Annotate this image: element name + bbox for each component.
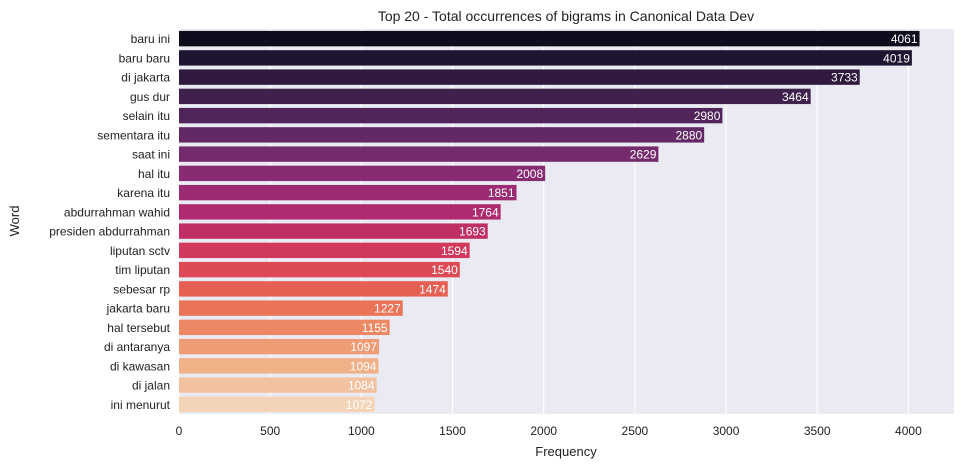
y-tick-label: di kawasan bbox=[110, 359, 170, 373]
x-tick-label: 500 bbox=[260, 424, 280, 438]
bar-value-label: 1540 bbox=[431, 263, 458, 277]
bar-value-label: 2980 bbox=[694, 109, 721, 123]
bar-value-label: 3464 bbox=[782, 90, 809, 104]
y-tick-label: sebesar rp bbox=[113, 282, 170, 296]
y-tick-label: di antaranya bbox=[104, 340, 170, 354]
bar-value-label: 4061 bbox=[891, 32, 918, 46]
y-tick-label: di jakarta bbox=[121, 71, 170, 85]
plot-background bbox=[179, 29, 954, 414]
bar bbox=[179, 127, 705, 143]
bar bbox=[179, 300, 403, 316]
bar-value-label: 1084 bbox=[348, 379, 375, 393]
bars bbox=[179, 30, 920, 413]
y-tick-label: tim liputan bbox=[115, 263, 170, 277]
bar bbox=[179, 242, 470, 259]
y-tick-label: hal itu bbox=[138, 167, 170, 181]
x-tick-label: 1000 bbox=[348, 424, 375, 438]
bar bbox=[179, 69, 860, 85]
bar-value-label: 1094 bbox=[350, 359, 377, 373]
y-tick-label: abdurrahman wahid bbox=[64, 205, 170, 219]
y-axis-label: Word bbox=[7, 206, 22, 237]
bar-value-label: 1227 bbox=[374, 302, 401, 316]
bar-value-label: 1594 bbox=[441, 244, 468, 258]
bar-value-label: 3733 bbox=[831, 71, 858, 85]
bar bbox=[179, 396, 375, 413]
y-tick-label: ini menurut bbox=[111, 398, 171, 412]
bar bbox=[179, 281, 448, 297]
bar bbox=[179, 261, 460, 278]
bar bbox=[179, 88, 811, 105]
x-tick-label: 3000 bbox=[713, 424, 740, 438]
y-tick-label: baru baru bbox=[119, 51, 170, 65]
bar bbox=[179, 358, 379, 374]
y-tick-labels: baru ini baru baru di jakarta gus dur selain… bbox=[49, 32, 170, 412]
y-tick-label: karena itu bbox=[117, 186, 170, 200]
bar bbox=[179, 338, 380, 355]
bar bbox=[179, 146, 659, 162]
bar bbox=[179, 223, 488, 239]
x-tick-label: 1500 bbox=[439, 424, 466, 438]
bar-value-label: 4019 bbox=[883, 51, 910, 65]
chart-title: Top 20 - Total occurrences of bigrams in… bbox=[378, 8, 754, 24]
y-tick-label: jakarta baru bbox=[106, 302, 170, 316]
bar-value-label: 1851 bbox=[488, 186, 515, 200]
bar-value-label: 1693 bbox=[459, 225, 486, 239]
y-tick-label: baru ini bbox=[131, 32, 170, 46]
bar-value-label: 2008 bbox=[516, 167, 543, 181]
bar-value-label: 1764 bbox=[472, 205, 499, 219]
y-tick-label: di jalan bbox=[132, 379, 170, 393]
x-tick-label: 2000 bbox=[530, 424, 557, 438]
y-tick-label: presiden abdurrahman bbox=[49, 225, 170, 239]
bar bbox=[179, 165, 546, 182]
y-tick-label: saat ini bbox=[132, 148, 170, 162]
y-tick-label: sementara itu bbox=[97, 128, 170, 142]
bar bbox=[179, 30, 920, 47]
bar bbox=[179, 184, 517, 201]
y-tick-label: selain itu bbox=[123, 109, 170, 123]
x-tick-label: 3500 bbox=[804, 424, 831, 438]
bar-value-label: 2880 bbox=[675, 128, 702, 142]
x-axis-label: Frequency bbox=[535, 444, 597, 459]
bar bbox=[179, 50, 912, 66]
y-tick-label: gus dur bbox=[130, 90, 170, 104]
bar-value-label: 1474 bbox=[419, 282, 446, 296]
bar-value-label: 2629 bbox=[630, 148, 657, 162]
y-tick-label: liputan sctv bbox=[110, 244, 170, 258]
x-tick-label: 4000 bbox=[895, 424, 922, 438]
bar bbox=[179, 377, 377, 393]
x-tick-label: 0 bbox=[176, 424, 183, 438]
bar-value-label: 1097 bbox=[350, 340, 377, 354]
y-tick-label: hal tersebut bbox=[107, 321, 170, 335]
bar bbox=[179, 204, 501, 220]
x-tick-label: 2500 bbox=[622, 424, 649, 438]
x-tick-labels: 0 500 1000 1500 2000 2500 3000 3500 4000 bbox=[176, 424, 922, 438]
bar bbox=[179, 319, 390, 336]
bar-value-label: 1155 bbox=[362, 321, 388, 335]
bar bbox=[179, 107, 723, 124]
bar-value-label: 1072 bbox=[346, 398, 373, 412]
